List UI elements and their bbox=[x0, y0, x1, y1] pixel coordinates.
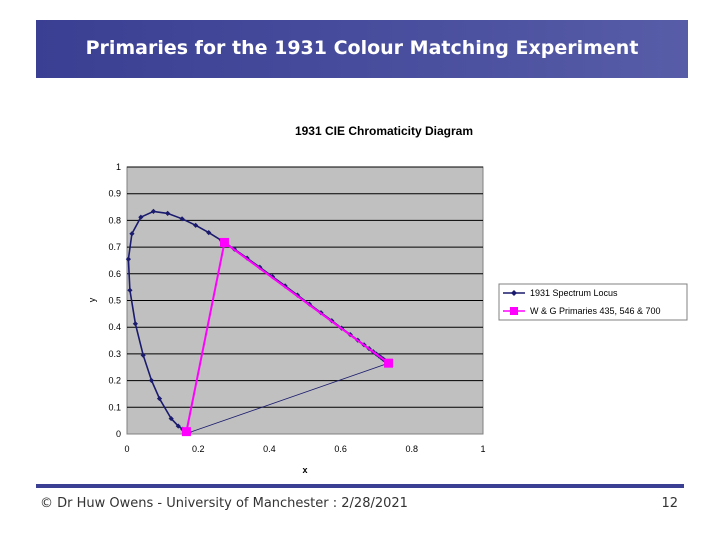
spectrum-locus-point bbox=[206, 230, 212, 236]
spectrum-locus-point bbox=[140, 352, 146, 358]
series-layer bbox=[125, 208, 394, 437]
spectrum-locus-point bbox=[168, 415, 174, 422]
x-tick-label: 0.6 bbox=[334, 444, 347, 454]
primary-point bbox=[181, 427, 191, 437]
primary-point bbox=[219, 237, 229, 247]
x-axis-ticks: 0 0.2 0.4 0.6 0.8 1 bbox=[124, 444, 485, 454]
y-tick-label: 0.4 bbox=[108, 322, 121, 332]
spectrum-locus-point bbox=[150, 208, 157, 214]
y-tick-label: 0.5 bbox=[108, 296, 121, 306]
chart-title: 1931 CIE Chromaticity Diagram bbox=[295, 124, 473, 138]
y-tick-label: 0.6 bbox=[108, 269, 121, 279]
x-tick-label: 0 bbox=[124, 444, 129, 454]
spectrum-locus-point bbox=[148, 377, 155, 384]
purple-line bbox=[188, 362, 389, 434]
y-tick-label: 0.8 bbox=[108, 215, 121, 225]
y-tick-label: 0.1 bbox=[108, 402, 121, 412]
spectrum-locus-point bbox=[165, 210, 171, 217]
spectrum-locus-point bbox=[129, 231, 135, 237]
legend-swatch-marker bbox=[510, 307, 518, 315]
y-tick-label: 0.2 bbox=[108, 376, 121, 386]
legend-label: W & G Primaries 435, 546 & 700 bbox=[530, 306, 661, 316]
chart-legend: 1931 Spectrum Locus W & G Primaries 435, … bbox=[498, 283, 688, 321]
y-tick-label: 0.3 bbox=[108, 349, 121, 359]
x-tick-label: 0.8 bbox=[406, 444, 419, 454]
footer-text: © Dr Huw Owens - University of Mancheste… bbox=[40, 496, 408, 511]
spectrum-locus-point bbox=[125, 256, 131, 262]
spectrum-locus-point bbox=[156, 395, 163, 402]
y-tick-label: 0.9 bbox=[108, 189, 121, 199]
legend-box bbox=[498, 283, 688, 321]
x-tick-label: 0.4 bbox=[263, 444, 276, 454]
page-number: 12 bbox=[661, 496, 678, 511]
spectrum-locus-point bbox=[179, 216, 185, 222]
primary-point bbox=[384, 358, 394, 368]
x-tick-label: 1 bbox=[480, 444, 485, 454]
spectrum-locus-point bbox=[127, 287, 133, 293]
spectrum-locus-point bbox=[175, 423, 181, 429]
x-tick-label: 0.2 bbox=[192, 444, 205, 454]
slide-title: Primaries for the 1931 Colour Matching E… bbox=[85, 37, 639, 59]
spectrum-locus-point bbox=[132, 321, 138, 327]
y-tick-label: 1 bbox=[116, 162, 121, 172]
y-axis-label: y bbox=[87, 297, 97, 302]
legend-swatch-marker bbox=[511, 290, 517, 296]
primaries-line bbox=[223, 241, 390, 364]
y-tick-label: 0 bbox=[116, 429, 121, 439]
spectrum-locus-point bbox=[138, 214, 144, 220]
y-tick-label: 0.7 bbox=[108, 242, 121, 252]
spectrum-locus-point bbox=[193, 222, 199, 228]
footer-divider bbox=[36, 484, 684, 488]
y-axis-ticks: 0 0.1 0.2 0.3 0.4 0.5 0.6 0.7 0.8 0.9 1 bbox=[108, 162, 121, 439]
legend-label: 1931 Spectrum Locus bbox=[530, 288, 618, 298]
x-axis-label: x bbox=[302, 465, 307, 475]
primaries-line bbox=[185, 242, 226, 432]
slide-header: Primaries for the 1931 Colour Matching E… bbox=[36, 20, 688, 78]
